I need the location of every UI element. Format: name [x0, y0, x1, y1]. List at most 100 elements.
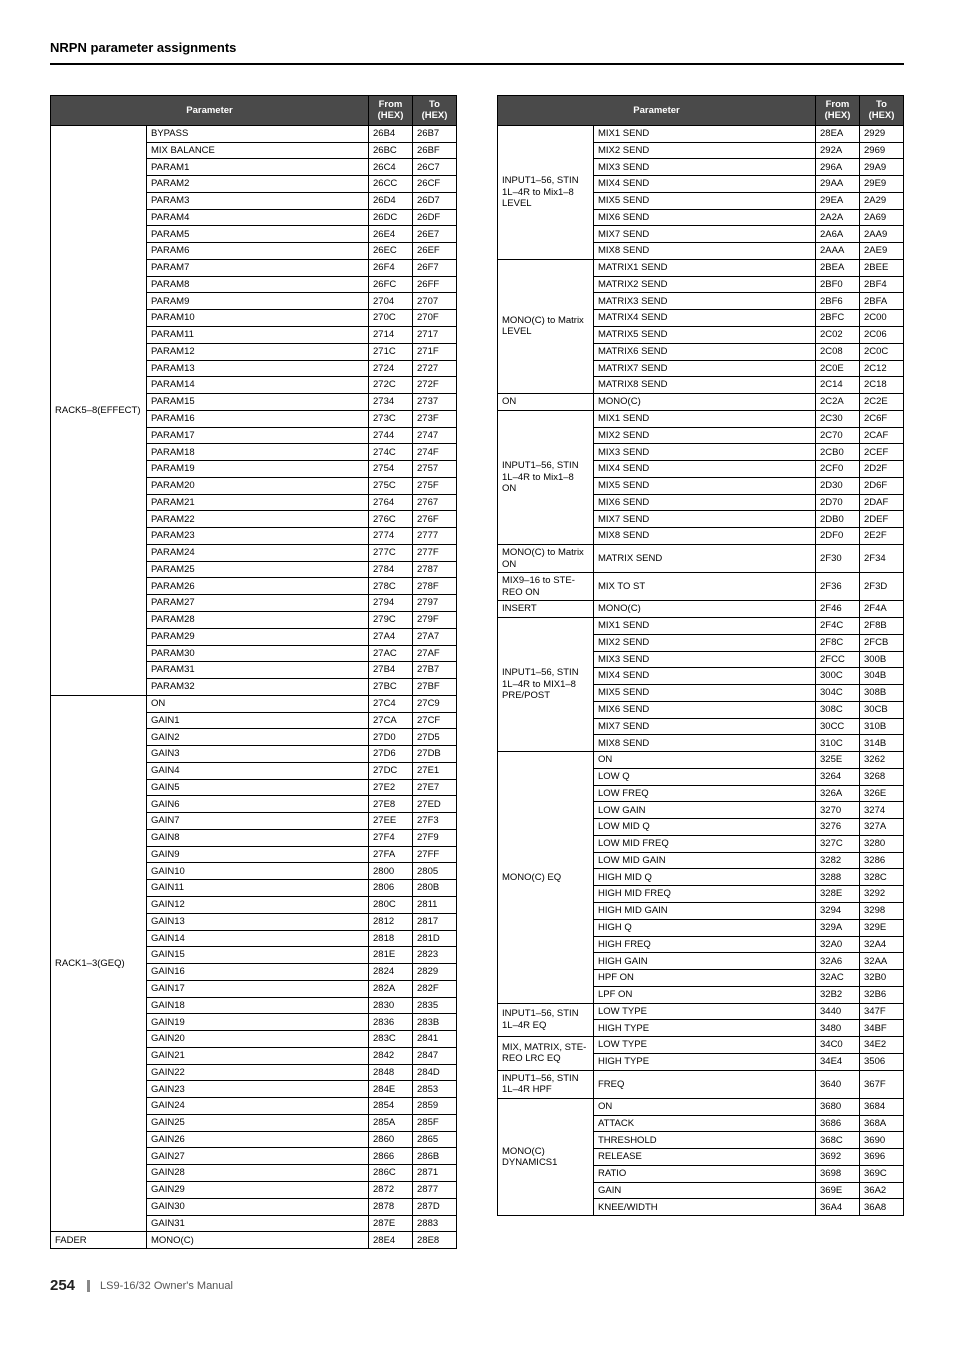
param-cell: MONO(C) — [147, 1232, 369, 1249]
to-hex-cell: 2797 — [413, 595, 457, 612]
table-row: INPUT1–56, STIN 1L–4R EQLOW TYPE3440347F — [498, 1003, 904, 1020]
param-cell: PARAM30 — [147, 645, 369, 662]
from-hex-cell: 308C — [816, 701, 860, 718]
from-hex-cell: 292A — [816, 142, 860, 159]
from-hex-cell: 280C — [369, 897, 413, 914]
from-hex-cell: 325E — [816, 752, 860, 769]
from-hex-cell: 300C — [816, 668, 860, 685]
from-hex-cell: 27FA — [369, 846, 413, 863]
from-hex-cell: 27E8 — [369, 796, 413, 813]
to-hex-cell: 310B — [860, 718, 904, 735]
param-cell: PARAM21 — [147, 494, 369, 511]
to-hex-cell: 2787 — [413, 561, 457, 578]
param-cell: MIX6 SEND — [594, 701, 816, 718]
param-cell: LOW Q — [594, 768, 816, 785]
to-hex-cell: 2C06 — [860, 326, 904, 343]
param-cell: MATRIX5 SEND — [594, 326, 816, 343]
param-cell: MIX8 SEND — [594, 528, 816, 545]
from-hex-cell: 326A — [816, 785, 860, 802]
param-cell: MIX6 SEND — [594, 494, 816, 511]
to-hex-cell: 2AE9 — [860, 243, 904, 260]
from-hex-cell: 2836 — [369, 1014, 413, 1031]
param-cell: PARAM11 — [147, 326, 369, 343]
to-hex-cell: 2829 — [413, 964, 457, 981]
from-hex-cell: 2714 — [369, 326, 413, 343]
to-hex-cell: 2C0C — [860, 343, 904, 360]
from-hex-cell: 287E — [369, 1215, 413, 1232]
param-cell: HIGH MID Q — [594, 869, 816, 886]
param-cell: ON — [594, 1098, 816, 1115]
to-hex-cell: 3506 — [860, 1053, 904, 1070]
param-cell: PARAM2 — [147, 176, 369, 193]
to-hex-cell: 27ED — [413, 796, 457, 813]
param-cell: PARAM19 — [147, 461, 369, 478]
to-hex-cell: 27F3 — [413, 813, 457, 830]
param-cell: HIGH GAIN — [594, 953, 816, 970]
from-hex-cell: 2F36 — [816, 573, 860, 601]
from-hex-cell: 27B4 — [369, 662, 413, 679]
table-row: ONMONO(C)2C2A2C2E — [498, 394, 904, 411]
param-cell: GAIN25 — [147, 1114, 369, 1131]
group-cell: ON — [498, 394, 594, 411]
param-cell: PARAM15 — [147, 394, 369, 411]
table-row: MONO(C) EQON325E3262 — [498, 752, 904, 769]
param-cell: MIX7 SEND — [594, 226, 816, 243]
to-hex-cell: 2A29 — [860, 192, 904, 209]
param-cell: PARAM23 — [147, 528, 369, 545]
param-cell: BYPASS — [147, 125, 369, 142]
to-hex-cell: 3298 — [860, 903, 904, 920]
to-hex-cell: 347F — [860, 1003, 904, 1020]
to-hex-cell: 2F8B — [860, 618, 904, 635]
from-hex-cell: 26BC — [369, 142, 413, 159]
param-cell: PARAM32 — [147, 679, 369, 696]
from-hex-cell: 3294 — [816, 903, 860, 920]
to-hex-cell: 26D7 — [413, 192, 457, 209]
from-hex-cell: 2704 — [369, 293, 413, 310]
from-hex-cell: 27D6 — [369, 746, 413, 763]
param-cell: HIGH MID FREQ — [594, 886, 816, 903]
from-hex-cell: 2F4C — [816, 618, 860, 635]
from-hex-cell: 26EC — [369, 243, 413, 260]
from-hex-cell: 2774 — [369, 528, 413, 545]
group-cell: MONO(C) to Matrix ON — [498, 544, 594, 572]
param-cell: GAIN10 — [147, 863, 369, 880]
th-parameter: Parameter — [498, 96, 816, 126]
to-hex-cell: 277F — [413, 544, 457, 561]
from-hex-cell: 2C14 — [816, 377, 860, 394]
param-cell: MONO(C) — [594, 394, 816, 411]
from-hex-cell: 2C0E — [816, 360, 860, 377]
from-hex-cell: 310C — [816, 735, 860, 752]
to-hex-cell: 26FF — [413, 276, 457, 293]
param-cell: PARAM5 — [147, 226, 369, 243]
left-column: Parameter From (HEX) To (HEX) RACK5–8(EF… — [50, 95, 457, 1249]
to-hex-cell: 2C12 — [860, 360, 904, 377]
to-hex-cell: 3262 — [860, 752, 904, 769]
param-cell: MIX BALANCE — [147, 142, 369, 159]
param-cell: PARAM6 — [147, 243, 369, 260]
to-hex-cell: 2847 — [413, 1047, 457, 1064]
param-cell: MIX6 SEND — [594, 209, 816, 226]
param-cell: ON — [594, 752, 816, 769]
from-hex-cell: 27F4 — [369, 829, 413, 846]
param-cell: GAIN18 — [147, 997, 369, 1014]
param-cell: RATIO — [594, 1165, 816, 1182]
to-hex-cell: 2CEF — [860, 444, 904, 461]
group-cell: INPUT1–56, STIN 1L–4R EQ — [498, 1003, 594, 1037]
to-hex-cell: 276F — [413, 511, 457, 528]
to-hex-cell: 3684 — [860, 1098, 904, 1115]
param-cell: HIGH TYPE — [594, 1020, 816, 1037]
param-cell: GAIN13 — [147, 913, 369, 930]
param-cell: GAIN28 — [147, 1165, 369, 1182]
to-hex-cell: 2F34 — [860, 544, 904, 572]
to-hex-cell: 2737 — [413, 394, 457, 411]
param-cell: GAIN3 — [147, 746, 369, 763]
param-cell: GAIN17 — [147, 980, 369, 997]
to-hex-cell: 328C — [860, 869, 904, 886]
param-cell: GAIN4 — [147, 762, 369, 779]
to-hex-cell: 2CAF — [860, 427, 904, 444]
from-hex-cell: 2C2A — [816, 394, 860, 411]
to-hex-cell: 2805 — [413, 863, 457, 880]
from-hex-cell: 3288 — [816, 869, 860, 886]
to-hex-cell: 287D — [413, 1198, 457, 1215]
param-cell: GAIN27 — [147, 1148, 369, 1165]
